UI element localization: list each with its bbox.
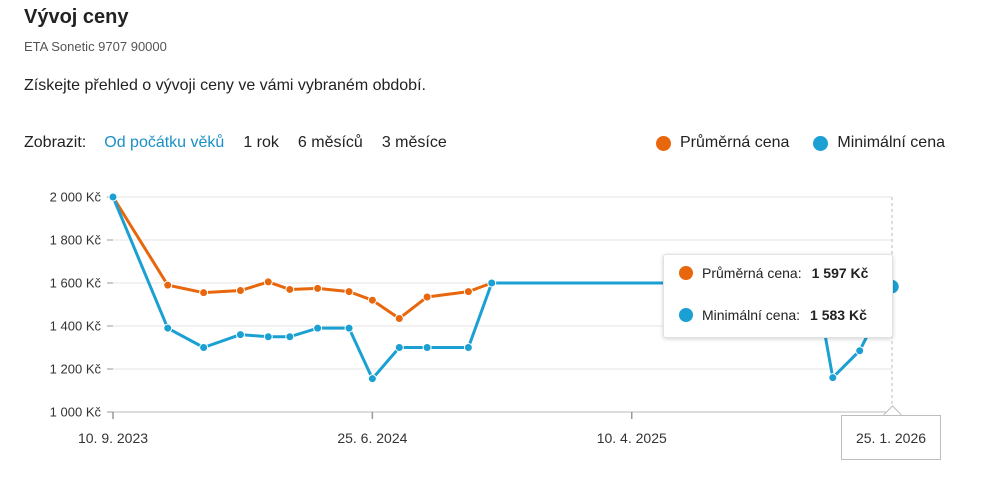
tooltip-minimum-label: Minimální cena: [702,307,801,323]
filter-option-1-year[interactable]: 1 rok [243,134,279,151]
crosshair-date-label: 25. 1. 2026 [841,415,941,460]
x-tick-label: 25. 6. 2024 [337,430,407,446]
data-point-minimum [344,323,354,333]
y-tick-label: 1 800 Kč [50,233,102,248]
data-point-average [163,280,173,290]
data-point-average [367,295,377,305]
tooltip-minimum-value: 1 583 Kč [810,307,867,323]
legend-minimum-label: Minimální cena [837,134,945,151]
y-tick-label: 1 600 Kč [50,276,102,291]
data-point-average [344,287,354,297]
data-point-average [394,313,404,323]
data-point-minimum [422,343,432,352]
data-point-minimum [263,332,273,342]
data-point-minimum [235,330,245,340]
y-tick-label: 1 400 Kč [50,319,102,334]
tooltip-average-label: Průměrná cena: [702,265,802,281]
data-point-minimum [367,374,377,384]
legend-average-dot [656,135,671,151]
description: Získejte přehled o vývoji ceny ve vámi v… [24,77,426,94]
data-point-average [463,287,473,297]
data-point-minimum [828,373,838,383]
chart-tooltip: Průměrná cena: 1 597 Kč Minimální cena: … [663,254,893,338]
filter-option-6-months[interactable]: 6 měsíců [297,134,363,151]
legend-average[interactable]: Průměrná cena [656,134,789,152]
range-filter: Zobrazit: Od počátku věků 1 rok 6 měsíců… [24,134,466,152]
legend-average-label: Průměrná cena [680,134,790,151]
legend-minimum[interactable]: Minimální cena [813,134,945,152]
filter-label: Zobrazit: [24,134,87,151]
data-point-average [263,277,273,287]
tooltip-minimum-row: Minimální cena: 1 583 Kč [679,307,867,323]
data-point-average [313,283,323,293]
data-point-minimum [394,343,404,352]
y-tick-label: 2 000 Kč [50,190,102,205]
legend-minimum-dot [813,135,829,151]
y-tick-label: 1 000 Kč [50,405,102,420]
y-tick-label: 1 200 Kč [50,362,102,377]
data-point-average [285,284,295,294]
filter-option-all[interactable]: Od počátku věků [104,134,225,151]
data-point-average [422,292,432,302]
product-name: ETA Sonetic 9707 90000 [24,39,167,54]
data-point-minimum [487,278,497,288]
data-point-minimum [285,332,295,342]
data-point-average [199,288,209,298]
filter-option-3-months[interactable]: 3 měsíce [381,134,447,151]
tooltip-minimum-dot [679,308,693,322]
tooltip-average-dot [679,266,693,280]
data-point-minimum [163,323,173,333]
x-tick-label: 10. 9. 2023 [78,430,148,446]
chart-legend: Průměrná cena Minimální cena [632,134,945,152]
data-point-average [235,286,245,296]
page-title: Vývoj ceny [24,6,129,28]
data-point-minimum [463,343,473,352]
data-point-minimum [108,192,118,202]
x-tick-label: 10. 4. 2025 [597,430,667,446]
tooltip-average-value: 1 597 Kč [811,265,869,281]
data-point-minimum [855,346,865,356]
data-point-minimum [199,343,209,352]
data-point-minimum [313,323,323,333]
tooltip-average-row: Průměrná cena: 1 597 Kč [679,265,868,281]
